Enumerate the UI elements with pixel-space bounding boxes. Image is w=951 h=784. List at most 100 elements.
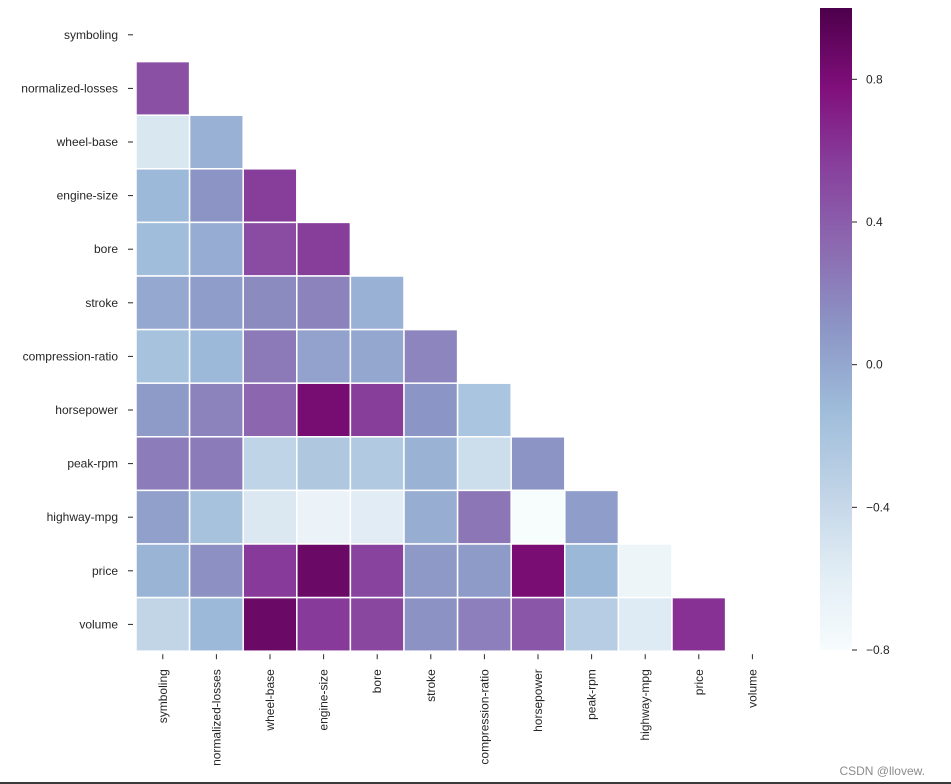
heatmap-cell-volume-normalized-losses	[188, 596, 244, 652]
heatmap-cell-peak-rpm-bore	[349, 436, 405, 492]
heatmap-cell-volume-bore	[349, 596, 405, 652]
heatmap-cell-bore-symboling	[135, 221, 191, 277]
heatmap-cell-stroke-engine-size	[296, 275, 352, 331]
heatmap-cell-bore-normalized-losses	[188, 221, 244, 277]
heatmap-cell-volume-highway-mpg	[617, 596, 673, 652]
heatmap-cell-horsepower-symboling	[135, 382, 191, 438]
heatmap-cell-highway-mpg-compression-ratio	[456, 489, 512, 545]
heatmap-cell-bore-wheel-base	[242, 221, 298, 277]
x-tick-label: highway-mpg	[638, 669, 652, 740]
heatmap-cell-peak-rpm-stroke	[403, 436, 459, 492]
y-tick-label: stroke	[85, 296, 118, 310]
bottom-border	[0, 782, 951, 784]
x-tick-label: peak-rpm	[585, 669, 599, 720]
heatmap-cell-peak-rpm-symboling	[135, 436, 191, 492]
colorbar-tick-label: −0.4	[866, 500, 890, 514]
heatmap-cell-highway-mpg-stroke	[403, 489, 459, 545]
heatmap-cell-price-symboling	[135, 543, 191, 599]
y-axis-ticks: symboling normalized-losses wheel-base engi…	[21, 28, 133, 631]
heatmap-cell-price-highway-mpg	[617, 543, 673, 599]
y-tick-label: horsepower	[55, 403, 118, 417]
y-tick-label: wheel-base	[56, 135, 119, 149]
y-tick-label: compression-ratio	[23, 349, 119, 363]
heatmap-cell-compression-ratio-engine-size	[296, 328, 352, 384]
heatmap-cell-highway-mpg-normalized-losses	[188, 489, 244, 545]
heatmap-cell-highway-mpg-bore	[349, 489, 405, 545]
heatmap-cell-highway-mpg-symboling	[135, 489, 191, 545]
heatmap-cell-peak-rpm-compression-ratio	[456, 436, 512, 492]
heatmap-cell-volume-symboling	[135, 596, 191, 652]
heatmap-cell-highway-mpg-wheel-base	[242, 489, 298, 545]
colorbar-tick-label: −0.8	[866, 643, 890, 657]
y-tick-label: price	[92, 564, 118, 578]
heatmap-cell-engine-size-normalized-losses	[188, 168, 244, 224]
x-tick-label: horsepower	[531, 669, 545, 732]
y-tick-label: highway-mpg	[47, 510, 118, 524]
y-tick-label: volume	[79, 617, 118, 631]
heatmap-cell-price-compression-ratio	[456, 543, 512, 599]
heatmap-cell-compression-ratio-stroke	[403, 328, 459, 384]
heatmap-cell-horsepower-normalized-losses	[188, 382, 244, 438]
heatmap-cell-stroke-bore	[349, 275, 405, 331]
x-tick-label: engine-size	[317, 669, 331, 731]
x-tick-label: bore	[370, 669, 384, 693]
heatmap-cell-volume-wheel-base	[242, 596, 298, 652]
y-tick-label: symboling	[64, 28, 118, 42]
heatmap-cell-engine-size-symboling	[135, 168, 191, 224]
colorbar-tick-label: 0.8	[866, 72, 883, 86]
heatmap-cell-volume-compression-ratio	[456, 596, 512, 652]
y-tick-label: peak-rpm	[67, 457, 118, 471]
x-tick-label: symboling	[156, 669, 170, 723]
x-tick-label: stroke	[424, 669, 438, 702]
heatmap-cell-compression-ratio-normalized-losses	[188, 328, 244, 384]
x-tick-label: normalized-losses	[209, 669, 223, 766]
colorbar-tick-label: 0.0	[866, 358, 883, 372]
x-axis-ticks: symboling normalized-losses wheel-base engi…	[156, 654, 759, 766]
heatmap-cell-peak-rpm-engine-size	[296, 436, 352, 492]
heatmap-cell-volume-peak-rpm	[564, 596, 620, 652]
heatmap-cell-horsepower-stroke	[403, 382, 459, 438]
heatmap-cell-peak-rpm-normalized-losses	[188, 436, 244, 492]
heatmap-cell-horsepower-bore	[349, 382, 405, 438]
heatmap-cell-bore-engine-size	[296, 221, 352, 277]
x-tick-label: volume	[745, 669, 759, 708]
heatmap-cell-highway-mpg-horsepower	[510, 489, 566, 545]
x-tick-label: price	[692, 669, 706, 695]
heatmap-cell-highway-mpg-engine-size	[296, 489, 352, 545]
heatmap-cell-price-stroke	[403, 543, 459, 599]
heatmap-cell-stroke-symboling	[135, 275, 191, 331]
heatmap-cell-peak-rpm-horsepower	[510, 436, 566, 492]
x-tick-label: compression-ratio	[477, 669, 491, 765]
heatmap-cell-wheel-base-symboling	[135, 114, 191, 170]
heatmap-cell-engine-size-wheel-base	[242, 168, 298, 224]
heatmap-cell-horsepower-engine-size	[296, 382, 352, 438]
heatmap-cell-wheel-base-normalized-losses	[188, 114, 244, 170]
heatmap-cell-price-peak-rpm	[564, 543, 620, 599]
heatmap-cell-horsepower-compression-ratio	[456, 382, 512, 438]
heatmap-cell-price-engine-size	[296, 543, 352, 599]
heatmap-cell-peak-rpm-wheel-base	[242, 436, 298, 492]
heatmap-cell-price-bore	[349, 543, 405, 599]
heatmap-cell-normalized-losses-symboling	[135, 60, 191, 116]
colorbar-gradient	[820, 8, 852, 650]
watermark: CSDN @llovew.	[839, 764, 925, 778]
heatmap-cell-volume-engine-size	[296, 596, 352, 652]
heatmap-cell-horsepower-wheel-base	[242, 382, 298, 438]
colorbar-tick-label: 0.4	[866, 215, 883, 229]
y-tick-label: normalized-losses	[21, 81, 118, 95]
x-tick-label: wheel-base	[263, 669, 277, 732]
heatmap-cell-compression-ratio-wheel-base	[242, 328, 298, 384]
heatmap-cell-price-wheel-base	[242, 543, 298, 599]
heatmap-cell-stroke-normalized-losses	[188, 275, 244, 331]
heatmap-cell-volume-horsepower	[510, 596, 566, 652]
heatmap-cells	[135, 60, 727, 652]
heatmap-cell-price-horsepower	[510, 543, 566, 599]
heatmap-cell-compression-ratio-symboling	[135, 328, 191, 384]
heatmap-cell-volume-stroke	[403, 596, 459, 652]
heatmap-cell-stroke-wheel-base	[242, 275, 298, 331]
heatmap-cell-highway-mpg-peak-rpm	[564, 489, 620, 545]
colorbar: −0.8 −0.4 0.0 0.4 0.8	[820, 8, 890, 657]
heatmap-cell-volume-price	[671, 596, 727, 652]
y-tick-label: bore	[94, 242, 118, 256]
